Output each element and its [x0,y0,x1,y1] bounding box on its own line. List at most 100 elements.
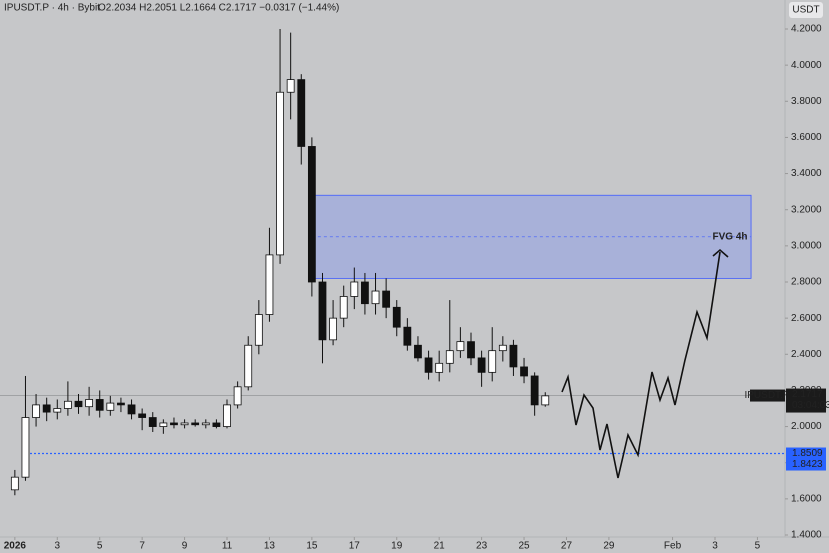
candle-body [138,413,147,418]
candle-body [509,344,518,368]
candle-body [95,399,104,411]
x-tick-label: 17 [349,541,361,552]
candle-body [201,422,210,426]
candle-body [350,281,359,297]
candle-body [318,281,327,341]
y-tick-label: 2.4000 [791,349,822,360]
candle-body [307,146,316,283]
candle-body [42,404,51,413]
last-price-box [786,388,826,413]
candle-body [329,317,337,341]
candle-body [265,254,274,315]
candle-body [382,290,391,308]
candle-body [424,357,433,373]
candle-body [520,366,528,377]
x-tick-label: 3 [55,541,61,552]
symbol-tag [750,389,785,402]
candle-body [170,422,178,426]
candle-body [74,400,83,408]
candle-body [414,344,422,359]
currency-label: USDT [792,5,819,16]
x-tick-label: 19 [391,541,403,552]
candle-body [456,341,465,352]
currency-box [789,2,823,18]
y-tick-label: 2.0000 [791,421,822,432]
x-tick-label: 5 [755,541,761,552]
y-tick-label: 3.0000 [791,240,822,251]
level-box [786,447,826,460]
candle-body [223,404,231,427]
countdown-label: 03:04:03 [792,400,829,411]
y-tick-label: 3.6000 [791,132,822,143]
candle-body [445,350,454,364]
candle-body [477,357,486,373]
candle-body [10,476,19,491]
x-tick-label: 23 [476,541,488,552]
x-tick-label: 21 [434,541,446,552]
candle-body [148,417,157,427]
candle-body [498,344,507,352]
candle-body [339,296,348,319]
level-box [786,458,826,471]
x-tick-label: 3 [712,541,718,552]
candle-body [32,404,40,418]
candle-body [212,422,221,427]
x-tick-label: 13 [264,541,276,552]
x-tick-label: 25 [518,541,530,552]
candle-body [435,362,444,373]
candle-body [488,350,497,373]
projection-path [561,251,721,479]
candle-body [244,344,253,388]
y-tick-label: 2.8000 [791,277,822,288]
y-tick-label: 1.4000 [791,530,822,541]
projection-arrowhead [712,248,729,258]
level-label: 1.8423 [792,459,823,470]
candle-body [106,402,115,411]
fvg-label: FVG 4h [712,231,747,242]
candle-body [286,79,295,93]
candle-body [63,400,72,409]
candle-body [371,290,380,305]
plot: 1.40001.60001.80002.00002.20002.40002.60… [0,24,822,552]
candle-body [530,375,539,406]
y-tick-label: 4.0000 [791,60,822,71]
candle-body [53,408,62,413]
y-tick-label: 3.4000 [791,168,822,179]
x-tick-label: 5 [97,541,103,552]
x-tick-label: 15 [306,541,318,552]
symbol-tag-label: IPUSDT.P [744,390,789,401]
x-tick-label: 11 [222,541,233,552]
x-tick-label: 7 [139,541,145,552]
x-tick-label: 9 [182,541,188,552]
symbol-label: IPUSDT.P · 4h · Bybit [4,3,100,14]
candle-body [361,281,369,305]
last-price-label: 2.1717 [792,389,823,400]
candle-body [159,422,168,427]
x-tick-label: 27 [561,541,573,552]
x-tick-label: 2026 [4,541,27,552]
candle-body [21,417,30,478]
y-tick-label: 4.2000 [791,24,822,35]
candle-body [403,326,412,346]
candle-body [392,306,401,328]
y-tick-label: 2.6000 [791,313,822,324]
ohlc-label: O2.2034 H2.2051 L2.1664 C2.1717 −0.0317 … [98,3,339,14]
x-tick-label: Feb [664,541,682,552]
candle-body [117,402,125,406]
candle-body [127,404,136,415]
y-tick-label: 1.6000 [791,493,822,504]
candle-body [254,314,263,346]
candle-body [276,91,284,256]
candle-body [85,399,94,408]
level-label: 1.8509 [792,448,823,459]
candle-body [541,395,550,406]
y-tick-label: 3.2000 [791,204,822,215]
candle-body [297,79,306,147]
candle-body [467,341,475,359]
candle-body [233,386,242,406]
candle-body [180,422,189,426]
y-tick-label: 3.8000 [791,96,822,107]
x-tick-label: 29 [603,541,615,552]
candle-body [191,422,200,426]
